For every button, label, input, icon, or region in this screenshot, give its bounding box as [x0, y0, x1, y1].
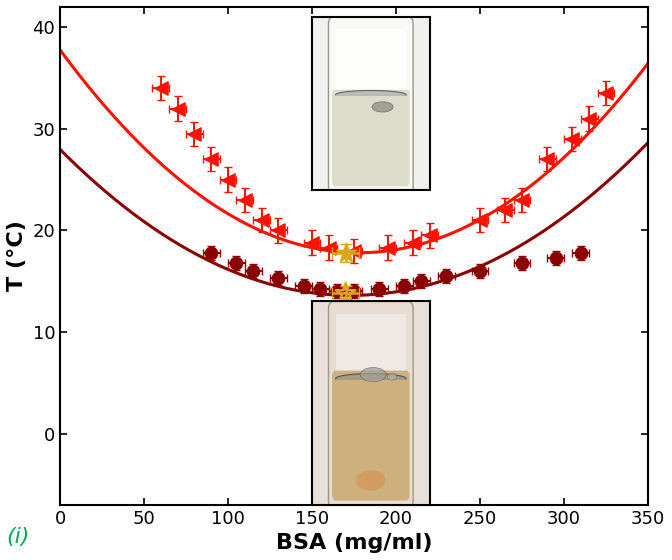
Point: [500, 206, 511, 214]
Point: [567, 134, 578, 143]
Point: [575, 248, 586, 257]
Y-axis label: T (°C): T (°C): [7, 220, 27, 291]
Point: [407, 238, 418, 247]
Point: [340, 248, 351, 257]
Point: [239, 195, 250, 204]
Point: [584, 114, 595, 123]
Point: [332, 287, 343, 296]
Point: [323, 243, 334, 252]
Point: [517, 195, 528, 204]
Point: [550, 253, 561, 262]
Point: [256, 216, 267, 225]
Point: [306, 238, 317, 247]
Point: [542, 155, 552, 164]
Text: (i): (i): [7, 527, 30, 547]
Point: [231, 258, 242, 267]
Point: [601, 89, 612, 98]
Point: [416, 277, 427, 286]
Point: [206, 155, 216, 164]
Point: [382, 243, 393, 252]
Point: [273, 226, 284, 235]
Point: [374, 285, 384, 294]
Point: [399, 282, 410, 291]
Point: [441, 272, 452, 281]
Point: [189, 129, 200, 138]
Point: [248, 267, 259, 276]
Point: [222, 175, 233, 184]
Point: [474, 216, 485, 225]
Point: [315, 285, 326, 294]
Point: [424, 231, 435, 240]
Point: [340, 289, 351, 298]
Point: [273, 274, 284, 283]
Point: [298, 282, 309, 291]
Point: [349, 287, 360, 296]
Point: [155, 84, 166, 93]
Point: [474, 267, 485, 276]
Point: [206, 248, 216, 257]
Point: [349, 246, 360, 255]
Point: [172, 104, 183, 113]
X-axis label: BSA (mg/ml): BSA (mg/ml): [276, 533, 432, 553]
Point: [517, 258, 528, 267]
